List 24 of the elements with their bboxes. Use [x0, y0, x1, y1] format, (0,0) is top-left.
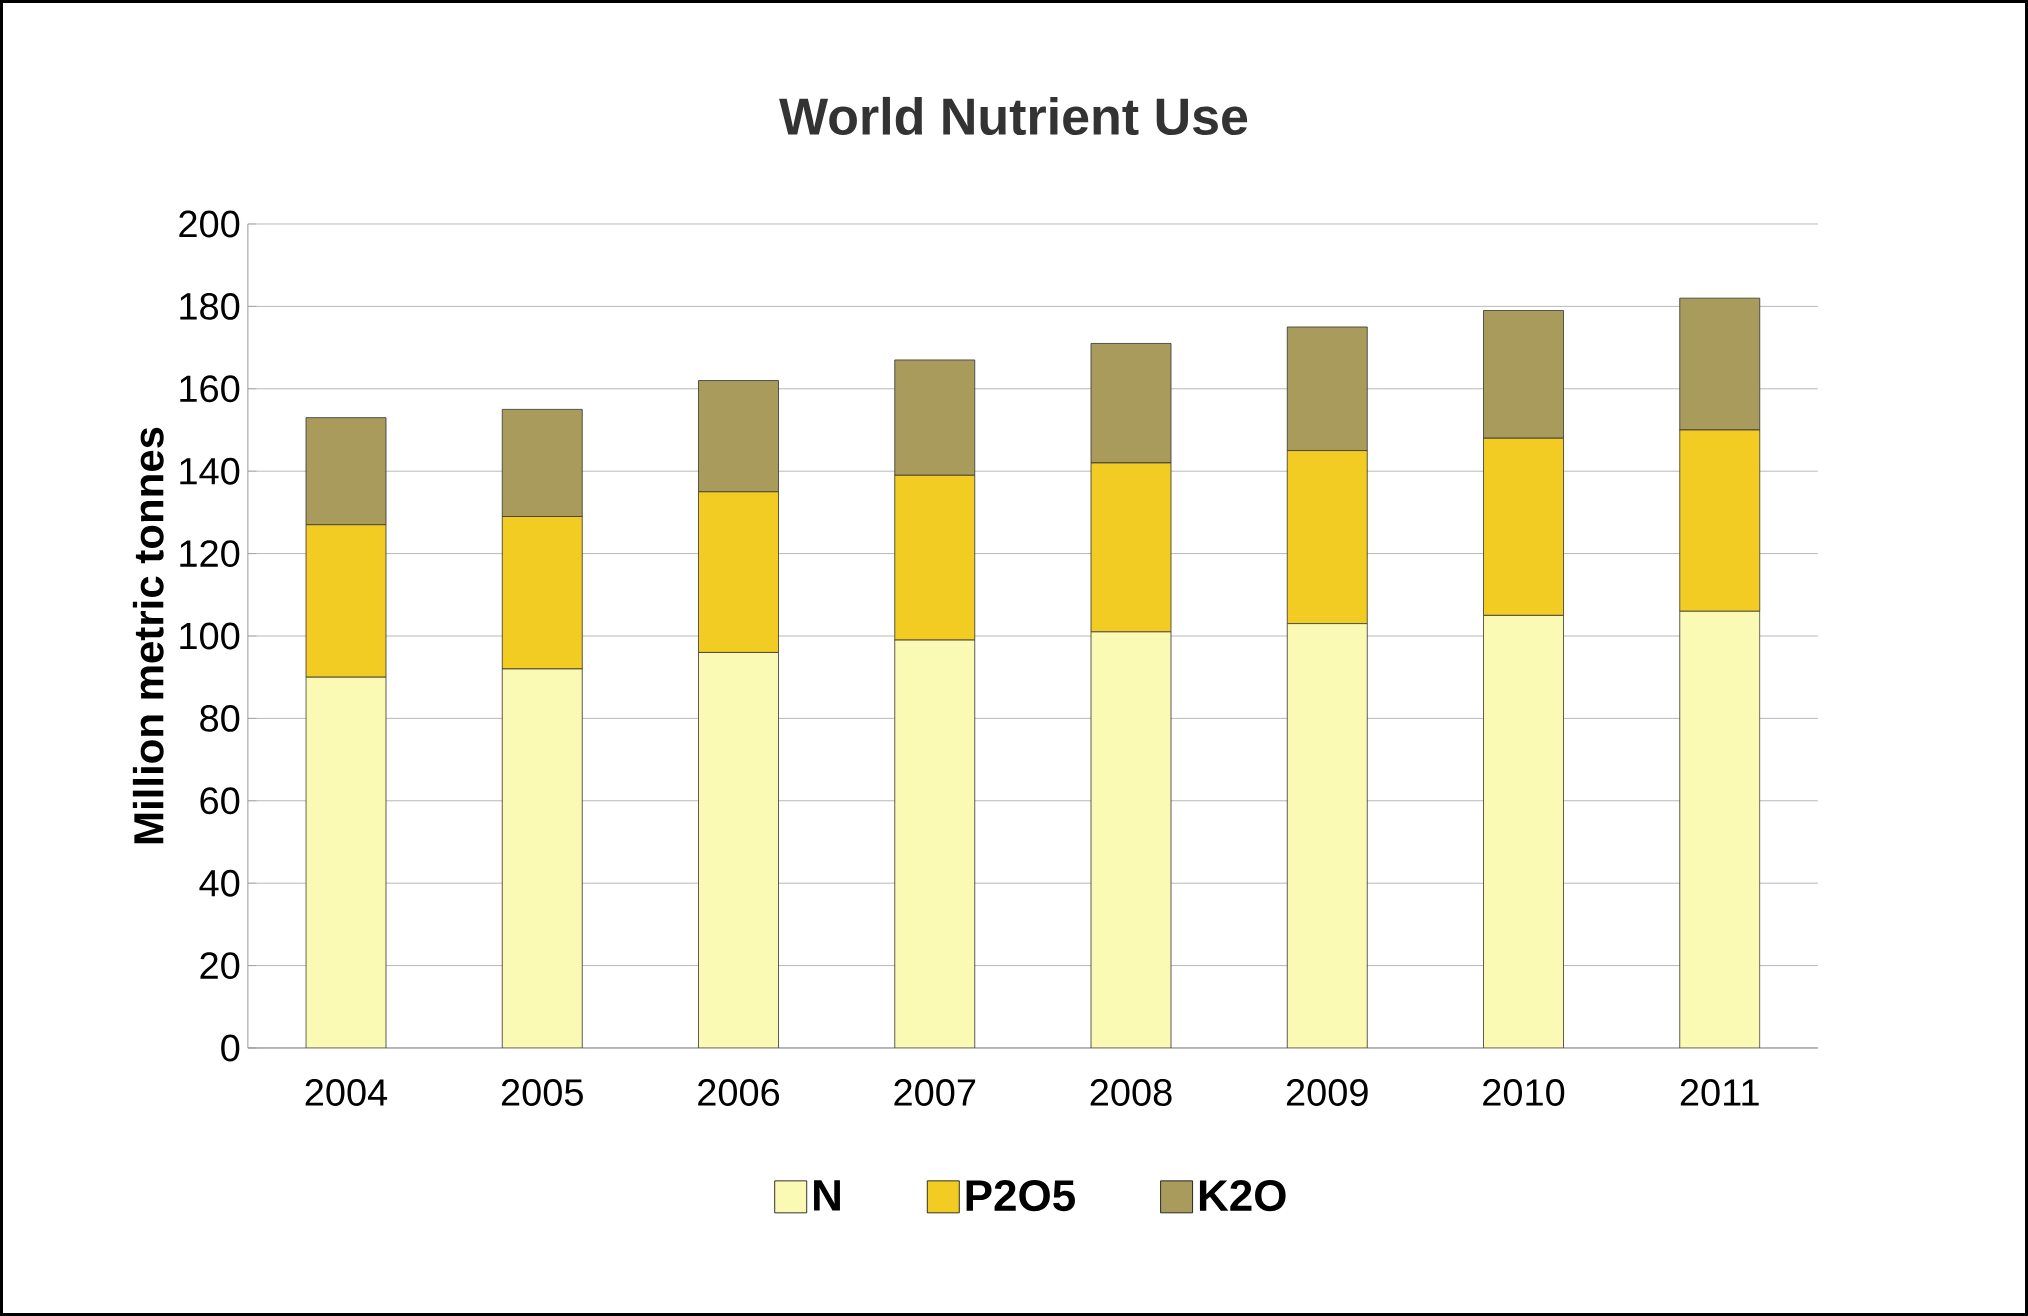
y-tick-label: 100 — [180, 622, 240, 650]
y-tick-label: 80 — [200, 704, 240, 732]
y-tick-label: 200 — [179, 210, 240, 238]
chart-title: World Nutrient Use — [779, 96, 1248, 136]
y-tick-label: 180 — [180, 292, 240, 320]
y-tick-label: 140 — [180, 457, 240, 485]
x-tick-label: 2008 — [1090, 1079, 1172, 1106]
legend-label: N — [814, 1180, 840, 1211]
legend-label: P2O5 — [966, 1179, 1075, 1212]
x-tick-label: 2011 — [1680, 1079, 1759, 1106]
y-tick-label: 20 — [200, 952, 240, 980]
legend-label: K2O — [1199, 1179, 1286, 1212]
x-tick-label: 2007 — [894, 1079, 976, 1106]
x-tick-label: 2010 — [1483, 1079, 1565, 1106]
x-tick-label: 2004 — [305, 1079, 388, 1106]
x-tick-label: 2005 — [501, 1079, 583, 1106]
y-tick-label: 40 — [199, 869, 240, 897]
y-tick-label: 60 — [200, 787, 240, 815]
y-tick-label: 160 — [180, 375, 240, 403]
x-tick-label: 2009 — [1286, 1079, 1368, 1106]
y-tick-label: 120 — [180, 540, 240, 568]
y-axis-title: Million metric tonnes — [132, 427, 164, 844]
y-tick-label: 0 — [221, 1034, 240, 1062]
x-tick-label: 2006 — [698, 1079, 780, 1106]
